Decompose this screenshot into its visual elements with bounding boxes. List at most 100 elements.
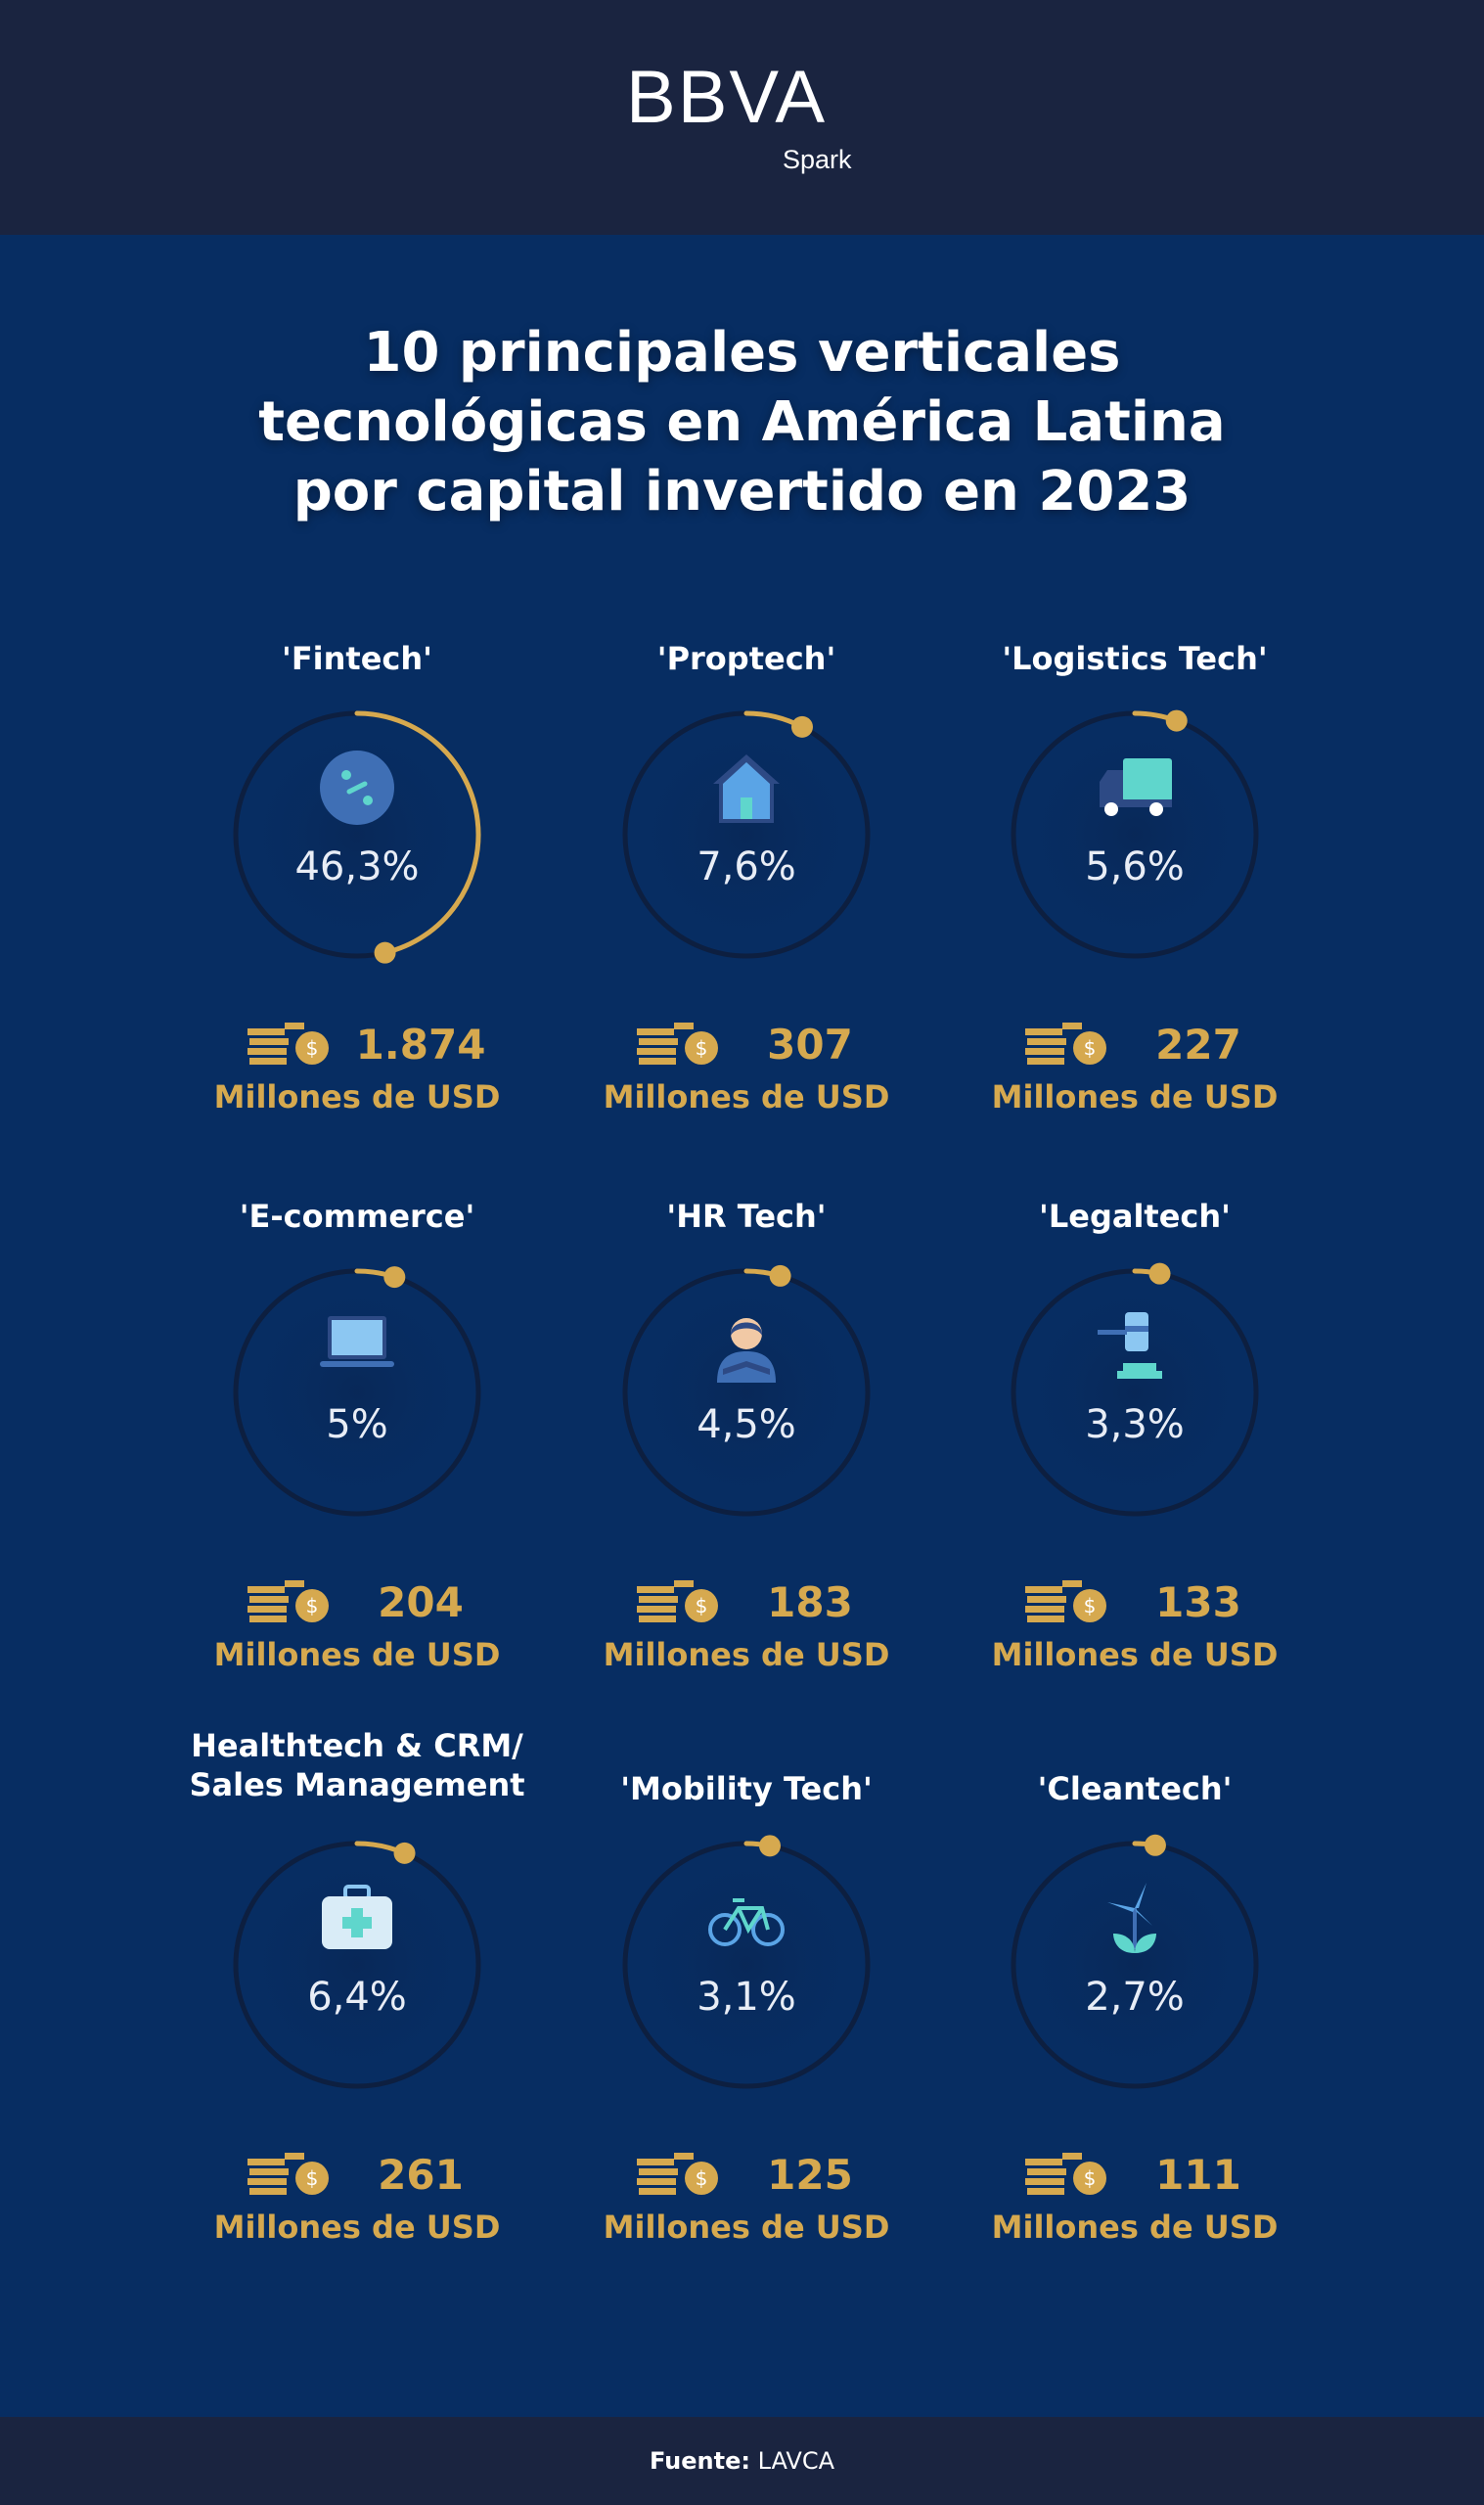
gavel-icon [1096,1306,1174,1385]
percent-label: 46,3% [294,844,420,889]
percent-ring [233,1841,481,2089]
percent-ring [233,1266,481,1517]
svg-text:$: $ [1084,2166,1097,2190]
percent-label: 2,7% [1085,1975,1185,2020]
vertical-card: 'Legaltech' 3,3% $133 Millones de USD [939,1198,1330,1756]
amount-value: 111 [1155,2151,1241,2199]
vertical-card: 'Proptech' 7,6% $307 Millones de USD [551,640,942,1199]
amount-unit: Millones de USD [603,2209,890,2246]
coins-icon: $ [637,1580,725,1625]
percent-arc-end-dot [1144,1834,1166,1856]
category-label: 'Fintech' [282,640,432,677]
percent-ring [622,710,871,959]
laptop-icon [318,1306,396,1385]
percent-label: 4,5% [697,1402,796,1447]
footer-bar: Fuente: LAVCA [0,2417,1484,2505]
percent-arc-end-dot [759,1835,782,1857]
percent-arc-end-dot [374,941,396,964]
vertical-card: Healthtech & CRM/Sales Management 6,4% $26… [161,1727,553,2329]
logo-subtitle: Spark [783,145,852,174]
percent-ring [1011,709,1259,959]
percent-label: 5% [326,1402,388,1447]
coins-icon: $ [1025,1023,1113,1068]
person-icon [707,1306,786,1385]
svg-text:$: $ [306,1594,319,1617]
vertical-card: 'Logistics Tech' 5,6% $227 Millones de USD [939,640,1330,1199]
percent-arc-end-dot [383,1266,406,1289]
vertical-card: 'Mobility Tech' 3,1% $125 Millones de USD [551,1770,942,2329]
category-label-line: Healthtech & CRM/ [191,1727,523,1764]
amount-value: 261 [378,2151,464,2199]
coins-icon: $ [247,1023,336,1068]
truck-icon [1096,749,1174,827]
coins-icon: $ [247,2153,336,2198]
amount-value: 227 [1155,1021,1241,1069]
category-label: Healthtech & CRM/Sales Management [161,1726,553,1804]
amount-value: 133 [1155,1578,1241,1626]
source-label: Fuente: [649,2447,750,2475]
percent-label: 3,1% [697,1975,796,2020]
amount-value: 183 [767,1578,853,1626]
svg-text:$: $ [1084,1594,1097,1617]
category-label: 'Proptech' [656,640,836,677]
amount-value: 307 [767,1021,853,1069]
logo-text: BBVA [626,56,828,139]
page-title: 10 principales verticales tecnológicas e… [176,318,1308,526]
amount-unit: Millones de USD [991,2209,1279,2246]
vertical-card: 'E-commerce' 5% $204 Millones de USD [161,1198,553,1756]
fintech-percent-icon [318,749,396,827]
percent-arc-end-dot [393,1842,416,1864]
amount-unit: Millones de USD [991,1636,1279,1673]
verticals-grid: 'Fintech' 46,3% $1.874 Millones de USD 'Prop… [161,640,1330,2329]
vertical-card: 'Cleantech' 2,7% $111 Millones de USD [939,1770,1330,2329]
amount-value: 1.874 [355,1021,486,1069]
percent-arc-end-dot [769,1264,791,1287]
wind-turbine-icon [1096,1879,1174,1957]
amount-unit: Millones de USD [213,2209,501,2246]
coins-icon: $ [1025,1580,1113,1625]
bbva-logo: BBVA Spark [626,61,861,178]
amount-unit: Millones de USD [213,1078,501,1116]
percent-arc [354,710,481,956]
medical-kit-icon [318,1879,396,1957]
svg-text:$: $ [696,1036,708,1060]
category-label: 'Mobility Tech' [620,1770,873,1807]
amount-unit: Millones de USD [603,1078,890,1116]
svg-text:$: $ [306,1036,319,1060]
category-label-line: Sales Management [189,1766,525,1803]
source-value: LAVCA [757,2447,835,2475]
svg-text:$: $ [306,2166,319,2190]
percent-ring [622,1835,871,2089]
percent-ring [233,710,481,964]
percent-label: 3,3% [1085,1402,1185,1447]
percent-ring [622,1264,871,1517]
amount-value: 125 [767,2151,853,2199]
coins-icon: $ [247,1580,336,1625]
title-line-1: 10 principales verticales [363,321,1121,385]
vertical-card: 'Fintech' 46,3% $1.874 Millones de USD [161,640,553,1199]
amount-unit: Millones de USD [213,1636,501,1673]
percent-ring [1011,1262,1259,1517]
percent-arc-end-dot [790,715,813,738]
amount-value: 204 [378,1578,464,1626]
category-label: 'E-commerce' [239,1198,475,1235]
percent-arc-end-dot [1165,709,1188,732]
coins-icon: $ [637,2153,725,2198]
coins-icon: $ [1025,2153,1113,2198]
vertical-card: 'HR Tech' 4,5% $183 Millones de USD [551,1198,942,1756]
svg-text:$: $ [696,2166,708,2190]
bicycle-icon [707,1879,786,1957]
percent-label: 6,4% [307,1975,407,2020]
category-label: 'HR Tech' [666,1198,827,1235]
house-icon [707,749,786,827]
amount-unit: Millones de USD [991,1078,1279,1116]
category-label: 'Logistics Tech' [1002,640,1268,677]
coins-icon: $ [637,1023,725,1068]
category-label: 'Legaltech' [1039,1198,1231,1235]
svg-text:$: $ [696,1594,708,1617]
percent-ring [1011,1834,1259,2089]
svg-text:$: $ [1084,1036,1097,1060]
category-label: 'Cleantech' [1037,1770,1233,1807]
header-bar: BBVA Spark [0,0,1484,235]
percent-arc-end-dot [1148,1262,1171,1285]
